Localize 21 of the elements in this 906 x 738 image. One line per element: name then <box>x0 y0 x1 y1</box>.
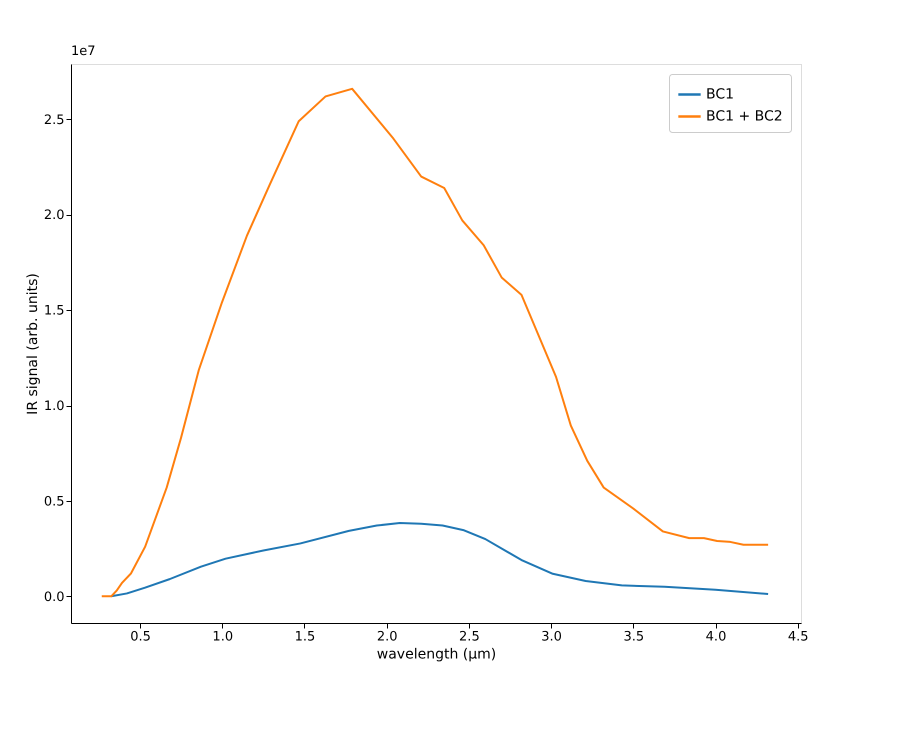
y-tick-label: 1.0 <box>44 399 64 414</box>
x-tick-label: 1.5 <box>294 630 316 644</box>
x-tick-label: 1.0 <box>212 630 234 644</box>
y-tick-label: 0.5 <box>44 494 64 510</box>
y-tick-label: 2.0 <box>44 208 64 224</box>
y-axis-title: IR signal (arb. units) <box>24 273 41 415</box>
y-tick-label: 1.5 <box>44 304 64 319</box>
x-tick-label: 0.5 <box>130 630 151 644</box>
y-tick-label: 2.5 <box>44 112 64 128</box>
x-tick-label: 2.5 <box>459 630 480 644</box>
legend-label: BC1 + BC2 <box>706 108 783 124</box>
x-tick-label: 3.5 <box>623 630 644 644</box>
x-tick-label: 3.0 <box>541 630 562 644</box>
legend-label: BC1 <box>706 86 734 102</box>
text: 1e7 <box>71 44 96 59</box>
line-series <box>110 522 770 598</box>
x-tick-label: 2.0 <box>376 630 398 644</box>
x-tick-label: 4.5 <box>788 630 809 644</box>
y-tick-label: 0.0 <box>44 590 64 605</box>
x-axis-title: wavelength (μm) <box>376 646 496 662</box>
x-tick-label: 4.0 <box>706 630 726 644</box>
